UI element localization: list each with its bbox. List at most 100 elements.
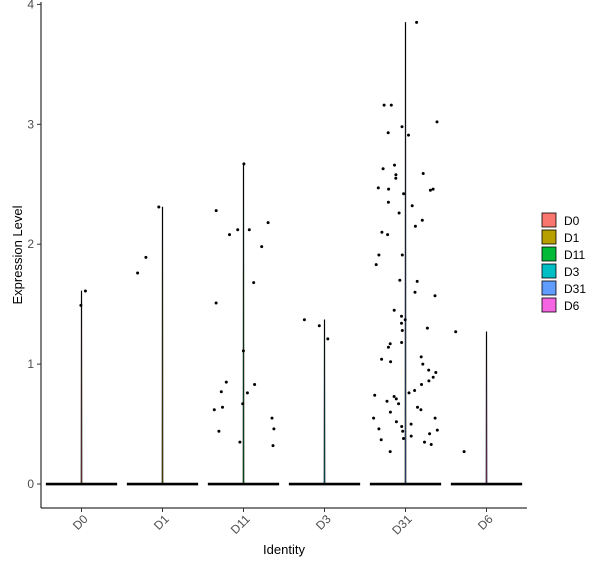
violin-D1: [161, 206, 164, 484]
point-D11-12: [219, 390, 223, 394]
point-D31-70: [379, 438, 383, 442]
violin-D6: [485, 331, 488, 484]
violin-D31: [404, 22, 407, 484]
point-D11-19: [217, 429, 221, 433]
point-D31-12: [376, 186, 380, 190]
point-D31-39: [386, 345, 390, 349]
plot-area: [45, 20, 523, 486]
point-D31-36: [400, 329, 404, 332]
point-D31-14: [387, 187, 391, 191]
legend-key-D11: [541, 246, 557, 262]
point-D11-0: [242, 162, 246, 166]
point-D3-2: [326, 337, 330, 341]
point-D0-0: [79, 303, 83, 307]
point-D1-0: [136, 271, 140, 275]
point-D11-2: [266, 221, 270, 225]
point-D31-25: [377, 253, 381, 257]
x-tick-label-D6: D6: [475, 512, 496, 533]
point-D31-6: [407, 133, 410, 137]
point-D31-58: [388, 410, 392, 414]
point-D31-9: [421, 172, 425, 175]
point-D11-17: [270, 416, 274, 420]
point-D31-18: [410, 204, 414, 208]
point-D11-18: [272, 427, 276, 431]
legend-label-D6: D6: [564, 299, 580, 313]
legend-label-D0: D0: [564, 214, 580, 228]
point-D11-1: [214, 209, 218, 213]
point-D31-28: [415, 279, 419, 283]
point-D31-42: [389, 360, 393, 364]
x-tick-label-D31: D31: [389, 512, 415, 538]
point-D31-63: [400, 425, 404, 428]
violin-D3: [323, 319, 326, 484]
point-D31-48: [420, 383, 423, 386]
point-D11-21: [271, 444, 275, 448]
point-D31-67: [428, 432, 432, 436]
point-D31-34: [400, 321, 403, 325]
point-D31-19: [397, 211, 401, 215]
legend-label-D11: D11: [564, 248, 585, 262]
legend-key-D31: [541, 280, 557, 296]
point-D11-9: [241, 349, 245, 353]
point-D6-1: [462, 450, 466, 454]
point-D31-56: [416, 405, 419, 409]
point-D3-1: [317, 324, 321, 328]
point-D31-24: [400, 253, 404, 257]
y-tick-label-2: 2: [27, 237, 34, 251]
point-D31-33: [403, 318, 407, 322]
point-D31-15: [428, 188, 432, 192]
point-D31-17: [386, 200, 390, 204]
x-tick-label-D11: D11: [228, 512, 253, 537]
point-D31-0: [415, 20, 419, 24]
point-D31-22: [380, 230, 384, 234]
point-D11-6: [260, 245, 264, 249]
point-D11-8: [214, 301, 218, 305]
x-tick-label-D3: D3: [313, 512, 334, 533]
point-D31-73: [388, 450, 392, 454]
point-D0-1: [83, 289, 87, 293]
x-tick-label-D0: D0: [70, 512, 91, 533]
point-D31-62: [409, 422, 413, 426]
point-D31-41: [380, 357, 384, 361]
point-D11-13: [245, 391, 249, 395]
point-D31-49: [413, 389, 417, 392]
point-D31-43: [421, 362, 425, 366]
point-D11-16: [212, 408, 216, 412]
point-D31-2: [382, 103, 386, 107]
point-D31-35: [425, 326, 429, 330]
point-D11-4: [236, 228, 240, 232]
legend-key-D0: [541, 212, 557, 228]
point-D31-45: [434, 371, 438, 374]
legend-label-D31: D31: [564, 282, 586, 296]
point-D31-60: [372, 416, 376, 420]
point-D31-7: [393, 163, 396, 167]
point-D31-69: [402, 437, 405, 440]
x-axis: D0 D1 D11 D3 D31 D6: [41, 507, 527, 538]
legend-label-D3: D3: [564, 265, 580, 279]
point-D31-53: [394, 397, 398, 401]
point-D11-11: [253, 383, 257, 386]
point-D31-72: [429, 443, 433, 446]
point-D31-13: [431, 187, 435, 191]
violin-D0: [80, 290, 83, 484]
point-D31-20: [420, 218, 424, 222]
x-axis-title: Identity: [263, 542, 305, 557]
x-tick-label-D1: D1: [151, 512, 172, 533]
point-D31-11: [394, 176, 398, 180]
point-D31-55: [397, 402, 401, 406]
y-tick-label-3: 3: [27, 117, 34, 131]
legend-key-D6: [541, 297, 557, 313]
point-D31-27: [398, 278, 402, 282]
point-D31-32: [400, 314, 403, 318]
point-D11-3: [247, 228, 251, 232]
y-axis-title: Expression Level: [10, 205, 25, 304]
point-D1-1: [144, 255, 148, 259]
point-D11-15: [221, 405, 224, 409]
point-D31-1: [389, 103, 393, 107]
point-D31-51: [373, 393, 377, 397]
point-D31-46: [431, 375, 435, 379]
point-D31-40: [419, 355, 423, 359]
point-D31-30: [433, 294, 437, 298]
point-D31-50: [407, 391, 411, 395]
